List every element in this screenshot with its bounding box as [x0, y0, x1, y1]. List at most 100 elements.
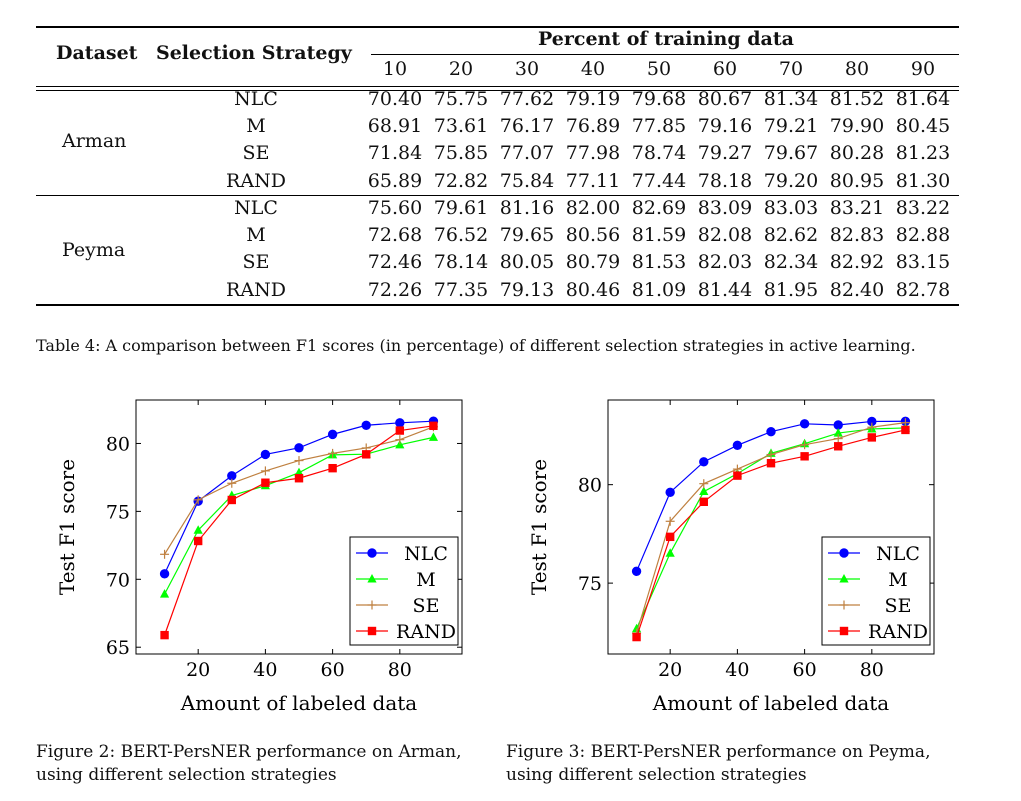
column-header: 20 [448, 58, 474, 80]
y-axis-label: Test F1 score [527, 459, 551, 595]
data-point-m [428, 432, 439, 441]
table-cell: 72.82 [433, 169, 489, 192]
table-cell: 82.40 [829, 278, 885, 301]
y-tick-label: 75 [106, 501, 130, 523]
table-cell: 79.16 [697, 115, 753, 138]
table-cell: 82.78 [895, 278, 951, 301]
table-cell: 82.62 [763, 224, 819, 247]
legend: NLC M SE RAND [821, 536, 931, 646]
data-point-nlc [327, 429, 338, 440]
data-point-rand [699, 497, 708, 506]
table-top-rule [36, 26, 959, 28]
table-cell: 80.79 [565, 251, 621, 274]
data-point-nlc [665, 487, 675, 498]
table-cell: 82.03 [697, 251, 753, 274]
x-axis-label: Amount of labeled data [652, 691, 890, 715]
data-point-rand [632, 632, 641, 642]
strategy-label: RAND [226, 278, 286, 301]
table-cell: 78.18 [697, 169, 753, 192]
x-axis-label: Amount of labeled data [180, 691, 418, 715]
table-cell: 80.05 [499, 251, 555, 274]
data-point-rand [294, 474, 304, 483]
legend-label: NLC [876, 543, 920, 565]
data-point-rand [867, 433, 877, 442]
x-tick-label: 40 [725, 659, 749, 681]
data-point-rand [429, 421, 438, 431]
y-tick-label: 65 [106, 637, 130, 659]
table-cell: 77.62 [499, 88, 555, 110]
table-cell: 77.35 [433, 278, 489, 301]
table-cell: 70.40 [367, 88, 423, 110]
table-cell: 80.45 [895, 115, 951, 138]
table-cell: 71.84 [367, 142, 423, 165]
table-cell: 81.53 [631, 251, 687, 274]
data-point-nlc [227, 471, 237, 481]
data-point-se [766, 450, 776, 460]
data-point-se [900, 418, 910, 428]
table-cell: 77.11 [565, 169, 621, 192]
data-point-rand [766, 459, 776, 468]
table-cell: 82.92 [829, 251, 885, 274]
legend-label: RAND [868, 621, 928, 643]
table-cell: 72.68 [367, 224, 423, 247]
table-cell: 76.52 [433, 224, 489, 247]
table-cell: 79.21 [763, 115, 819, 138]
legend-marker [839, 548, 849, 558]
table-cell: 76.89 [565, 115, 621, 138]
data-point-rand [665, 532, 675, 542]
plot-frame [607, 399, 935, 655]
chart-peyma: 20 40 60 80 75 80 Amount of labeled data Test F… [527, 399, 935, 715]
column-header: 80 [844, 58, 870, 80]
table-cell: 77.85 [631, 115, 687, 138]
x-tick-label: 20 [658, 659, 682, 681]
data-point-rand [227, 495, 236, 505]
table-cell: 79.20 [763, 169, 819, 192]
data-point-nlc [159, 569, 170, 579]
figure3-caption-line2: using different selection strategies [506, 765, 807, 785]
table-cell: 82.69 [631, 197, 687, 219]
x-tick-label: 80 [388, 659, 412, 681]
table-cell: 77.98 [565, 142, 621, 165]
data-point-nlc [361, 420, 371, 430]
x-tick-label: 60 [321, 659, 345, 681]
table-cell: 79.13 [499, 278, 555, 301]
data-point-se [193, 495, 203, 505]
data-point-rand [834, 442, 843, 451]
table-cell: 81.30 [895, 169, 951, 192]
legend-label: RAND [396, 621, 456, 643]
column-header: 90 [910, 58, 936, 80]
header-percent: Percent of training data [538, 28, 794, 50]
table-cell: 75.60 [367, 197, 423, 219]
table-cell: 75.85 [433, 142, 489, 165]
data-point-m [193, 525, 203, 534]
data-point-se [833, 434, 843, 444]
strategy-label: NLC [234, 197, 278, 219]
column-header: 70 [778, 58, 804, 80]
data-point-se [227, 478, 237, 488]
data-point-se [260, 466, 270, 476]
data-point-rand [160, 630, 169, 640]
x-tick-label: 20 [186, 659, 210, 681]
table-cell: 79.61 [433, 197, 489, 219]
table-cell: 81.59 [631, 224, 687, 247]
table-cell: 77.07 [499, 142, 555, 165]
strategy-label: SE [242, 142, 270, 165]
y-tick-label: 80 [578, 475, 602, 497]
data-point-nlc [395, 418, 405, 428]
table-cell: 79.68 [631, 88, 687, 110]
data-point-nlc [732, 440, 743, 450]
data-point-rand [362, 450, 371, 459]
table-cell: 79.90 [829, 115, 885, 138]
column-header: 30 [514, 58, 540, 80]
data-point-rand [800, 452, 809, 461]
table-cell: 79.19 [565, 88, 621, 110]
figure2-caption-line2: using different selection strategies [36, 765, 337, 785]
legend-marker [367, 626, 377, 636]
data-point-rand [261, 478, 270, 487]
data-point-se [328, 448, 338, 458]
legend-marker [839, 574, 849, 583]
strategy-label: SE [242, 251, 270, 274]
strategy-label: M [246, 115, 266, 138]
table-cell: 83.03 [763, 197, 819, 219]
table-cell: 78.14 [433, 251, 489, 274]
